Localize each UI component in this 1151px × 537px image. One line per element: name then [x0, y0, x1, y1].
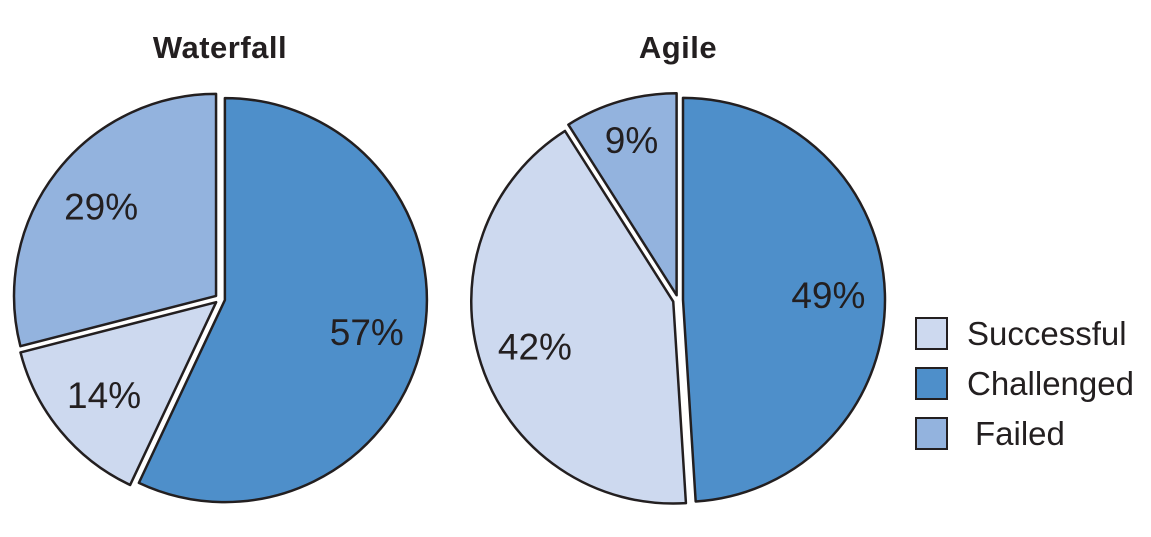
legend-swatch	[915, 417, 948, 450]
legend-swatch	[915, 317, 948, 350]
legend-item-successful: Successful	[915, 317, 1134, 350]
pie-slice-value-label: 57%	[330, 312, 404, 353]
pie-slice-value-label: 29%	[64, 187, 138, 228]
pie-slice-value-label: 42%	[498, 326, 572, 367]
legend-label: Challenged	[967, 365, 1134, 402]
waterfall-pie-chart: 57% 14% 29%	[12, 92, 429, 504]
agile-pie-chart: 49% 42% 9%	[470, 91, 887, 505]
legend-item-failed: Failed	[915, 417, 1134, 450]
pie-title-waterfall: Waterfall	[152, 30, 288, 65]
legend-label: Successful	[967, 315, 1127, 352]
pie-slice-successful	[19, 300, 218, 487]
pie-slice-failed	[567, 91, 678, 297]
pie-slice-challenged	[137, 96, 429, 504]
pie-slice-challenged	[681, 96, 887, 503]
pie-slice-value-label: 9%	[605, 120, 658, 161]
pie-slice-successful	[470, 129, 688, 505]
pie-slice-value-label: 14%	[67, 375, 141, 416]
pie-slice-failed	[12, 92, 218, 348]
legend-swatch	[915, 367, 948, 400]
legend: Successful Challenged Failed	[915, 317, 1134, 450]
legend-label: Failed	[975, 415, 1065, 452]
pie-title-agile: Agile	[638, 30, 718, 65]
pie-slice-value-label: 49%	[791, 275, 865, 316]
legend-item-challenged: Challenged	[915, 367, 1134, 400]
